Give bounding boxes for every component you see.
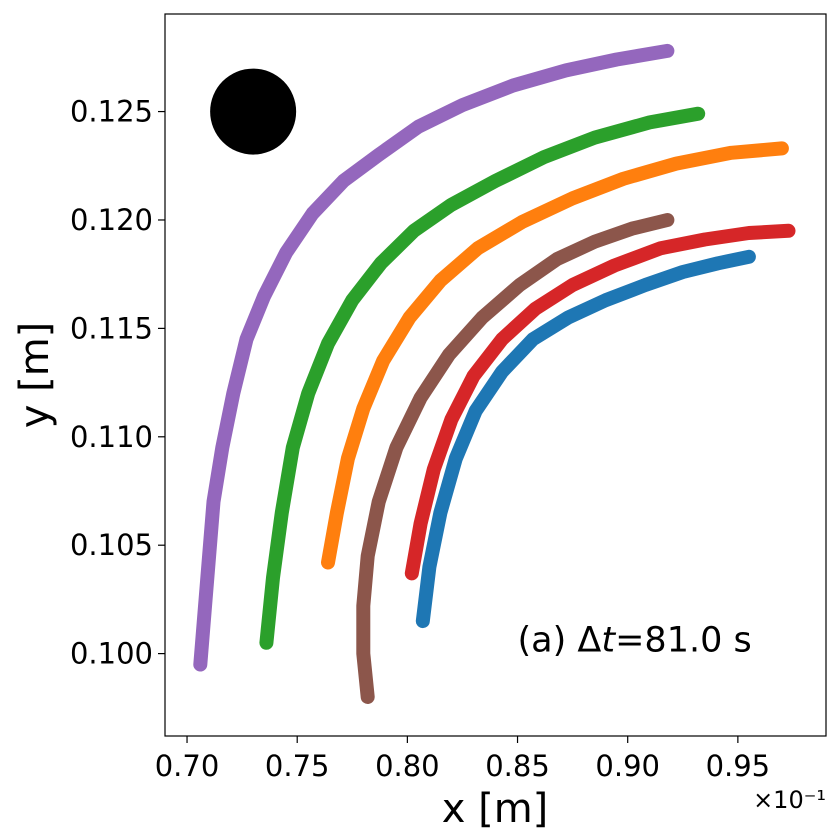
y-axis: 0.100 0.105 0.110 0.115 0.120 0.125: [70, 95, 165, 671]
y-axis-label: y [m]: [12, 322, 58, 429]
annotation-suffix: =81.0 s: [615, 620, 752, 660]
x-axis: 0.70 0.75 0.80 0.85 0.90 0.95: [155, 736, 770, 783]
series-texture-1: [195, 45, 673, 670]
annotation-italic: t: [601, 620, 616, 660]
x-tick-label: 0.90: [595, 749, 660, 783]
x-tick-label: 0.75: [265, 749, 330, 783]
y-tick-label: 0.110: [70, 420, 153, 454]
plot-frame: [164, 13, 827, 737]
y-tick-label: 0.105: [70, 528, 153, 562]
y-tick-label: 0.125: [70, 95, 153, 129]
black-disc-marker: [210, 68, 297, 155]
series-group: [193, 43, 796, 704]
x-tick-label: 0.80: [375, 749, 440, 783]
plot-area: [193, 43, 796, 704]
y-tick-label: 0.120: [70, 203, 153, 237]
y-tick-label: 0.100: [70, 637, 153, 671]
series-texture-6: [417, 251, 754, 627]
x-tick-label: 0.70: [155, 749, 220, 783]
x-axis-offset-label: ×10⁻¹: [753, 786, 826, 814]
y-tick-label: 0.115: [70, 311, 153, 345]
annotation-prefix: (a) Δ: [518, 620, 602, 660]
series-texture-4: [358, 215, 673, 702]
x-tick-label: 0.85: [485, 749, 550, 783]
series-line-5: [404, 223, 796, 581]
x-tick-label: 0.95: [706, 749, 771, 783]
series-texture-3: [323, 143, 787, 568]
x-axis-label: x [m]: [442, 786, 549, 832]
series-texture-2: [261, 108, 704, 648]
panel-annotation: (a) Δt=81.0 s: [518, 620, 752, 660]
series-texture-5: [406, 225, 794, 579]
